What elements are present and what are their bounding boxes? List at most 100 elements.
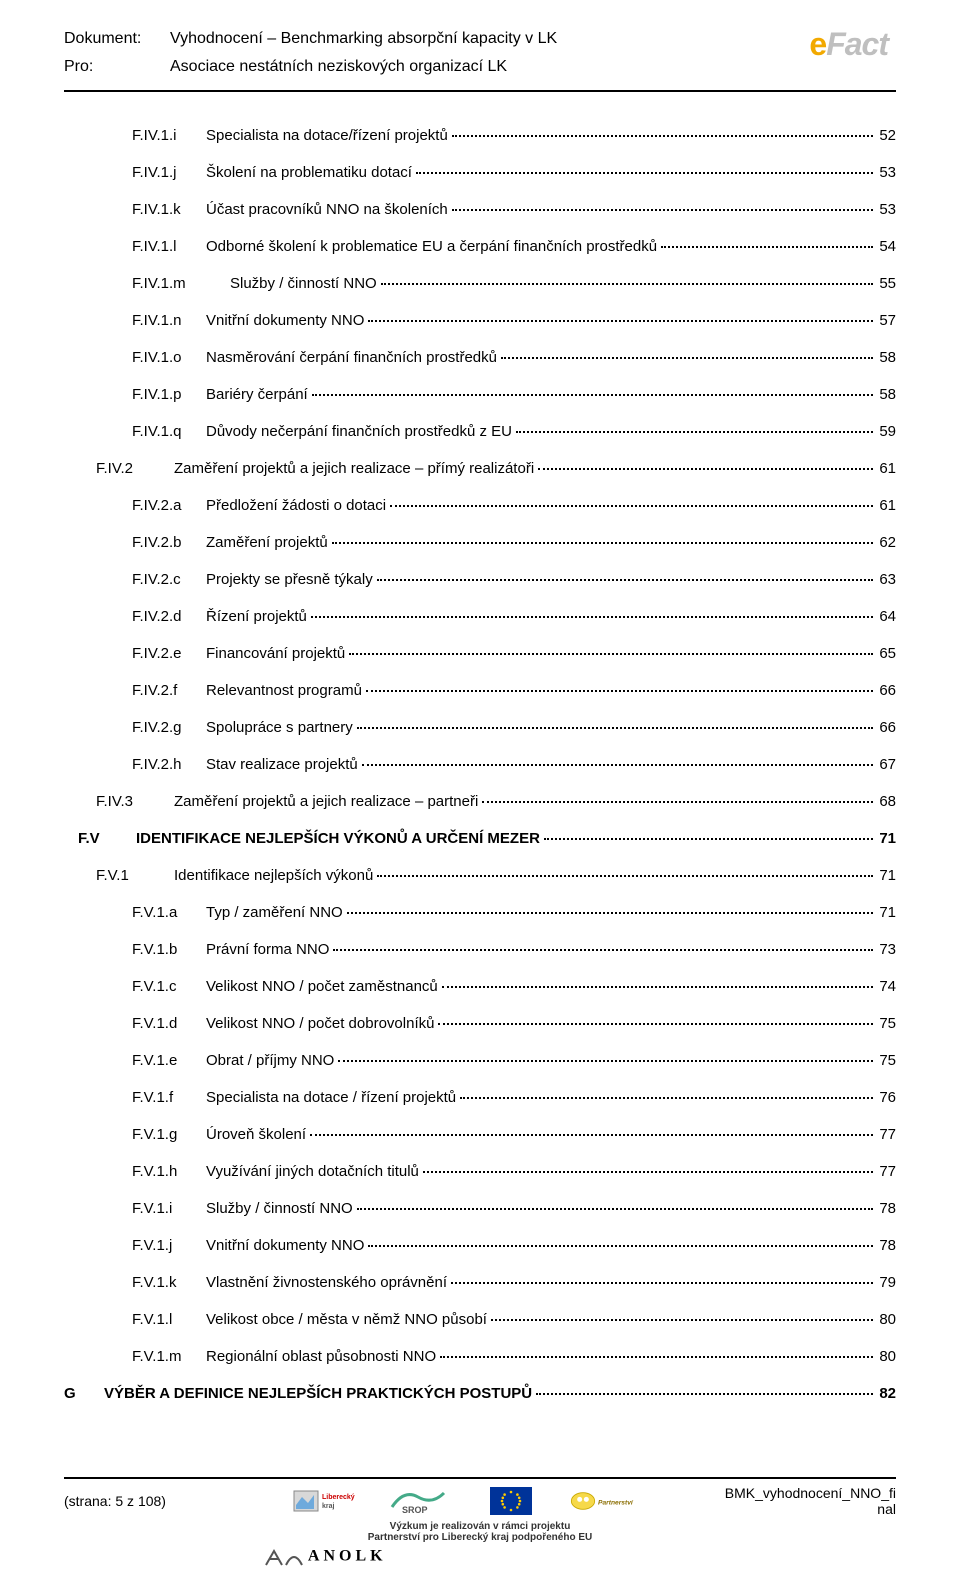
toc-leader bbox=[368, 1245, 873, 1247]
toc-title: Služby / činností NNO bbox=[206, 1201, 353, 1216]
toc-row: F.IV.2.aPředložení žádosti o dotaci 61 bbox=[64, 490, 896, 513]
toc-title: Služby / činností NNO bbox=[206, 276, 377, 291]
toc-page: 66 bbox=[877, 720, 896, 735]
toc-key: F.IV.2.g bbox=[132, 720, 206, 735]
toc-row: F.V.1.eObrat / příjmy NNO 75 bbox=[64, 1045, 896, 1068]
toc-leader bbox=[501, 357, 873, 359]
toc-page: 61 bbox=[877, 498, 896, 513]
toc-page: 58 bbox=[877, 387, 896, 402]
toc-row: F.IV.1.nVnitřní dokumenty NNO 57 bbox=[64, 305, 896, 328]
toc-page: 76 bbox=[877, 1090, 896, 1105]
toc-page: 77 bbox=[877, 1164, 896, 1179]
toc-page: 53 bbox=[877, 202, 896, 217]
toc-leader bbox=[544, 838, 873, 840]
toc-row: F.V.1.iSlužby / činností NNO 78 bbox=[64, 1193, 896, 1216]
toc-title: Úroveň školení bbox=[206, 1127, 306, 1142]
toc-row: F.IV.2.bZaměření projektů 62 bbox=[64, 527, 896, 550]
toc-key: F.IV.1.i bbox=[132, 128, 206, 143]
toc-leader bbox=[661, 246, 873, 248]
toc-title: Zaměření projektů bbox=[206, 535, 328, 550]
toc-title: IDENTIFIKACE NEJLEPŠÍCH VÝKONŮ A URČENÍ … bbox=[136, 831, 540, 846]
toc-title: VÝBĚR A DEFINICE NEJLEPŠÍCH PRAKTICKÝCH … bbox=[104, 1386, 532, 1401]
toc-leader bbox=[416, 172, 873, 174]
logo-liberecky-icon: Liberecký kraj bbox=[292, 1485, 362, 1517]
toc-leader bbox=[332, 542, 874, 544]
toc-leader bbox=[536, 1393, 873, 1395]
svg-text:SROP: SROP bbox=[402, 1505, 428, 1515]
toc-leader bbox=[538, 468, 873, 470]
toc-row: F.V.1.cVelikost NNO / počet zaměstnanců … bbox=[64, 971, 896, 994]
toc-row: F.IV.1.qDůvody nečerpání finančních pros… bbox=[64, 416, 896, 439]
toc-key: F.V.1.i bbox=[132, 1201, 206, 1216]
toc-key: F.IV.2.d bbox=[132, 609, 206, 624]
toc-row: F.V.1Identifikace nejlepších výkonů 71 bbox=[64, 860, 896, 883]
toc-page: 55 bbox=[877, 276, 896, 291]
toc-key: F.V.1.f bbox=[132, 1090, 206, 1105]
toc-leader bbox=[440, 1356, 873, 1358]
toc-page: 59 bbox=[877, 424, 896, 439]
toc-leader bbox=[482, 801, 873, 803]
toc-row: F.IV.1.jŠkolení na problematiku dotací 5… bbox=[64, 157, 896, 180]
toc-leader bbox=[452, 209, 874, 211]
toc-key: F.V.1 bbox=[96, 868, 174, 883]
toc-leader bbox=[491, 1319, 873, 1321]
page-counter: (strana: 5 z 108) bbox=[64, 1493, 166, 1509]
toc-key: F.V.1.j bbox=[132, 1238, 206, 1253]
toc-row: F.IV.1.pBariéry čerpání 58 bbox=[64, 379, 896, 402]
toc-title: Projekty se přesně týkaly bbox=[206, 572, 373, 587]
anolk-logo: ANOLK bbox=[64, 1547, 896, 1567]
toc-page: 79 bbox=[877, 1275, 896, 1290]
toc-key: F.IV.2.f bbox=[132, 683, 206, 698]
header: Dokument: Vyhodnocení – Benchmarking abs… bbox=[64, 30, 896, 92]
toc-row: F.V.1.gÚroveň školení 77 bbox=[64, 1119, 896, 1142]
toc-leader bbox=[516, 431, 873, 433]
toc-row: F.V.1.aTyp / zaměření NNO 71 bbox=[64, 897, 896, 920]
svg-text:Partnerství: Partnerství bbox=[598, 1499, 634, 1506]
toc-key: F.IV.1.n bbox=[132, 313, 206, 328]
footer-logos: Liberecký kraj SROP bbox=[252, 1485, 638, 1517]
toc-title: Vnitřní dokumenty NNO bbox=[206, 313, 364, 328]
toc-title: Účast pracovníků NNO na školeních bbox=[206, 202, 448, 217]
toc-key: F.IV.1.j bbox=[132, 165, 206, 180]
toc-title: Vlastnění živnostenského oprávnění bbox=[206, 1275, 447, 1290]
toc-key: F.IV.2.b bbox=[132, 535, 206, 550]
toc-page: 80 bbox=[877, 1312, 896, 1327]
toc-leader bbox=[438, 1023, 873, 1025]
toc-page: 66 bbox=[877, 683, 896, 698]
toc-title: Velikost obce / města v němž NNO působí bbox=[206, 1312, 487, 1327]
toc-title: Velikost NNO / počet zaměstnanců bbox=[206, 979, 438, 994]
toc-title: Školení na problematiku dotací bbox=[206, 165, 412, 180]
toc-title: Regionální oblast působnosti NNO bbox=[206, 1349, 436, 1364]
toc-row: F.IV.1.lOdborné školení k problematice E… bbox=[64, 231, 896, 254]
toc-page: 52 bbox=[877, 128, 896, 143]
toc-row: F.IV.1.iSpecialista na dotace/řízení pro… bbox=[64, 120, 896, 143]
toc-title: Vnitřní dokumenty NNO bbox=[206, 1238, 364, 1253]
toc-row: F.IV.2.cProjekty se přesně týkaly 63 bbox=[64, 564, 896, 587]
toc-key: F.IV.2.e bbox=[132, 646, 206, 661]
toc-key: F.IV.2.a bbox=[132, 498, 206, 513]
toc-leader bbox=[442, 986, 874, 988]
toc-page: 71 bbox=[877, 831, 896, 846]
toc-title: Využívání jiných dotačních titulů bbox=[206, 1164, 419, 1179]
toc-key: F.IV.1.o bbox=[132, 350, 206, 365]
toc-key: F.IV.2.c bbox=[132, 572, 206, 587]
toc-row: F.V.1.hVyužívání jiných dotačních titulů… bbox=[64, 1156, 896, 1179]
toc-page: 74 bbox=[877, 979, 896, 994]
toc-page: 80 bbox=[877, 1349, 896, 1364]
toc-row: F.IV.1.kÚčast pracovníků NNO na školeníc… bbox=[64, 194, 896, 217]
toc-title: Obrat / příjmy NNO bbox=[206, 1053, 334, 1068]
toc-title: Velikost NNO / počet dobrovolníků bbox=[206, 1016, 434, 1031]
toc-key: F.IV.1.l bbox=[132, 239, 206, 254]
toc-page: 71 bbox=[877, 905, 896, 920]
toc-row: F.IV.2.gSpolupráce s partnery 66 bbox=[64, 712, 896, 735]
toc-key: F.IV.1.k bbox=[132, 202, 206, 217]
toc-title: Bariéry čerpání bbox=[206, 387, 308, 402]
toc-page: 78 bbox=[877, 1238, 896, 1253]
toc-row: F.IV.2.eFinancování projektů 65 bbox=[64, 638, 896, 661]
toc-key: F.V.1.k bbox=[132, 1275, 206, 1290]
toc-title: Důvody nečerpání finančních prostředků z… bbox=[206, 424, 512, 439]
toc-row: F.IV.2.fRelevantnost programů 66 bbox=[64, 675, 896, 698]
toc-key: F.V.1.a bbox=[132, 905, 206, 920]
toc-leader bbox=[452, 135, 874, 137]
footer-doc-id: BMK_vyhodnocení_NNO_fi nal bbox=[725, 1485, 896, 1517]
